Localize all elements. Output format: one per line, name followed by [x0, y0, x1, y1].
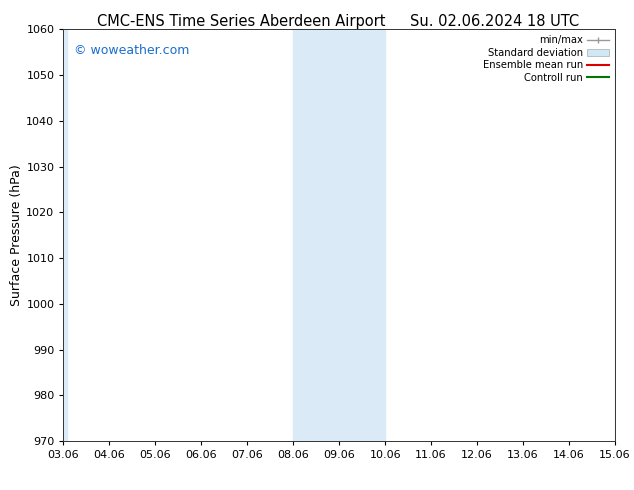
- Y-axis label: Surface Pressure (hPa): Surface Pressure (hPa): [11, 164, 23, 306]
- Bar: [41, 29, 67, 441]
- Bar: [615, 29, 634, 441]
- Bar: [293, 29, 385, 441]
- Text: Su. 02.06.2024 18 UTC: Su. 02.06.2024 18 UTC: [410, 14, 579, 29]
- Text: © woweather.com: © woweather.com: [74, 44, 190, 57]
- Legend: min/max, Standard deviation, Ensemble mean run, Controll run: min/max, Standard deviation, Ensemble me…: [479, 31, 613, 87]
- Text: CMC-ENS Time Series Aberdeen Airport: CMC-ENS Time Series Aberdeen Airport: [96, 14, 385, 29]
